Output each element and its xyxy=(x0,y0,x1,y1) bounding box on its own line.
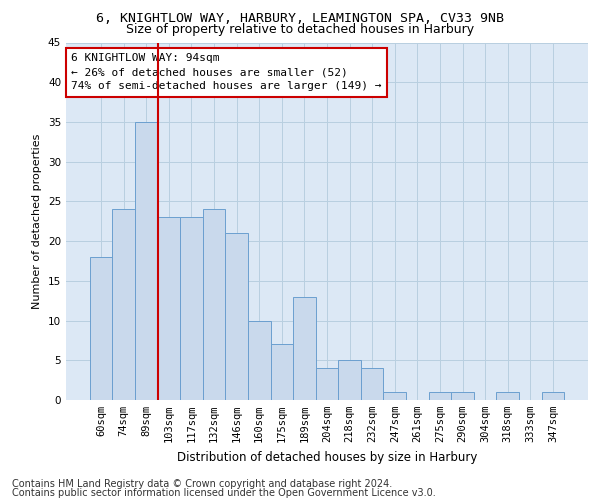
Bar xyxy=(248,320,271,400)
Bar xyxy=(338,360,361,400)
Text: 6 KNIGHTLOW WAY: 94sqm
← 26% of detached houses are smaller (52)
74% of semi-det: 6 KNIGHTLOW WAY: 94sqm ← 26% of detached… xyxy=(71,53,382,91)
Bar xyxy=(112,210,135,400)
Text: Size of property relative to detached houses in Harbury: Size of property relative to detached ho… xyxy=(126,22,474,36)
Bar xyxy=(361,368,383,400)
Text: Contains public sector information licensed under the Open Government Licence v3: Contains public sector information licen… xyxy=(12,488,436,498)
Bar xyxy=(542,392,564,400)
Bar xyxy=(226,233,248,400)
X-axis label: Distribution of detached houses by size in Harbury: Distribution of detached houses by size … xyxy=(177,450,477,464)
Bar xyxy=(158,218,180,400)
Bar xyxy=(203,210,226,400)
Bar xyxy=(428,392,451,400)
Y-axis label: Number of detached properties: Number of detached properties xyxy=(32,134,43,309)
Bar xyxy=(135,122,158,400)
Bar xyxy=(496,392,519,400)
Text: Contains HM Land Registry data © Crown copyright and database right 2024.: Contains HM Land Registry data © Crown c… xyxy=(12,479,392,489)
Bar xyxy=(316,368,338,400)
Bar xyxy=(451,392,474,400)
Bar xyxy=(180,218,203,400)
Bar xyxy=(293,296,316,400)
Bar xyxy=(383,392,406,400)
Bar xyxy=(271,344,293,400)
Text: 6, KNIGHTLOW WAY, HARBURY, LEAMINGTON SPA, CV33 9NB: 6, KNIGHTLOW WAY, HARBURY, LEAMINGTON SP… xyxy=(96,12,504,26)
Bar xyxy=(90,257,112,400)
